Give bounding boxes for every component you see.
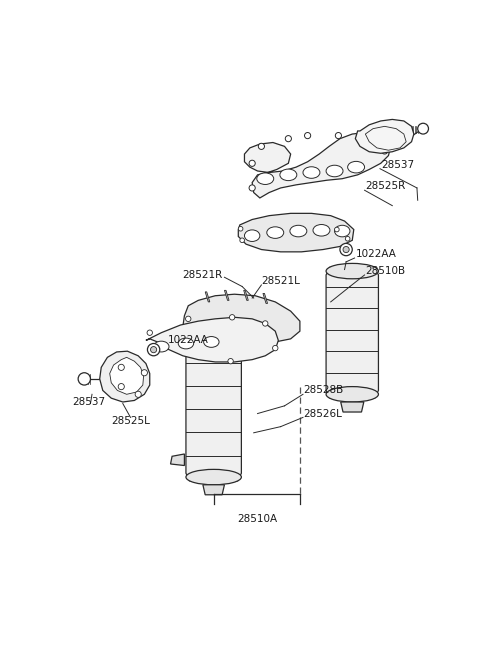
- Ellipse shape: [257, 173, 274, 185]
- Circle shape: [263, 321, 268, 326]
- Polygon shape: [238, 214, 354, 252]
- Polygon shape: [341, 402, 364, 412]
- Circle shape: [304, 132, 311, 139]
- Circle shape: [147, 343, 160, 356]
- Text: 28510A: 28510A: [238, 514, 277, 524]
- Ellipse shape: [178, 338, 193, 349]
- Text: 28537: 28537: [73, 397, 106, 407]
- Circle shape: [228, 358, 233, 364]
- Ellipse shape: [204, 337, 219, 347]
- Text: 1022AA: 1022AA: [168, 335, 208, 345]
- Text: 1022AA: 1022AA: [355, 249, 396, 259]
- Text: 28528B: 28528B: [304, 385, 344, 396]
- Text: 28537: 28537: [381, 160, 414, 170]
- Ellipse shape: [326, 165, 343, 177]
- Circle shape: [147, 330, 153, 335]
- Ellipse shape: [326, 263, 378, 279]
- Polygon shape: [186, 346, 241, 481]
- Text: 28510B: 28510B: [365, 266, 406, 276]
- Circle shape: [335, 227, 339, 232]
- Circle shape: [258, 143, 264, 149]
- Circle shape: [382, 148, 388, 154]
- Circle shape: [418, 123, 429, 134]
- Polygon shape: [355, 119, 414, 153]
- Polygon shape: [205, 292, 210, 302]
- Polygon shape: [146, 317, 278, 362]
- Circle shape: [336, 132, 341, 139]
- Ellipse shape: [326, 386, 378, 402]
- Polygon shape: [170, 454, 184, 466]
- Circle shape: [345, 236, 350, 241]
- Polygon shape: [326, 267, 378, 398]
- Circle shape: [249, 160, 255, 166]
- Ellipse shape: [186, 343, 241, 358]
- Circle shape: [151, 346, 156, 353]
- Polygon shape: [110, 358, 144, 394]
- Ellipse shape: [335, 225, 350, 237]
- Circle shape: [249, 185, 255, 191]
- Text: 28526L: 28526L: [304, 409, 343, 419]
- Circle shape: [273, 345, 278, 351]
- Polygon shape: [183, 294, 300, 343]
- Ellipse shape: [348, 161, 365, 173]
- Text: 28525R: 28525R: [365, 181, 406, 191]
- Circle shape: [186, 316, 191, 322]
- Ellipse shape: [290, 225, 307, 237]
- Text: 28521R: 28521R: [183, 270, 223, 280]
- Polygon shape: [244, 132, 391, 198]
- Polygon shape: [100, 351, 150, 402]
- Circle shape: [238, 227, 243, 231]
- Polygon shape: [263, 293, 267, 303]
- Text: 28525L: 28525L: [111, 416, 150, 426]
- Ellipse shape: [244, 230, 260, 242]
- Polygon shape: [203, 485, 225, 495]
- Circle shape: [118, 384, 124, 390]
- Ellipse shape: [280, 169, 297, 181]
- Ellipse shape: [303, 167, 320, 178]
- Circle shape: [141, 369, 147, 376]
- Polygon shape: [244, 290, 248, 301]
- Ellipse shape: [186, 470, 241, 485]
- Circle shape: [285, 136, 291, 141]
- Ellipse shape: [154, 341, 169, 352]
- Circle shape: [135, 391, 141, 398]
- Text: 28521L: 28521L: [262, 276, 300, 286]
- Circle shape: [78, 373, 90, 385]
- Circle shape: [343, 246, 349, 253]
- Ellipse shape: [267, 227, 284, 238]
- Circle shape: [340, 244, 352, 255]
- Circle shape: [362, 136, 369, 141]
- Ellipse shape: [313, 225, 330, 236]
- Polygon shape: [225, 290, 229, 301]
- Circle shape: [118, 364, 124, 371]
- Circle shape: [240, 238, 244, 242]
- Circle shape: [229, 314, 235, 320]
